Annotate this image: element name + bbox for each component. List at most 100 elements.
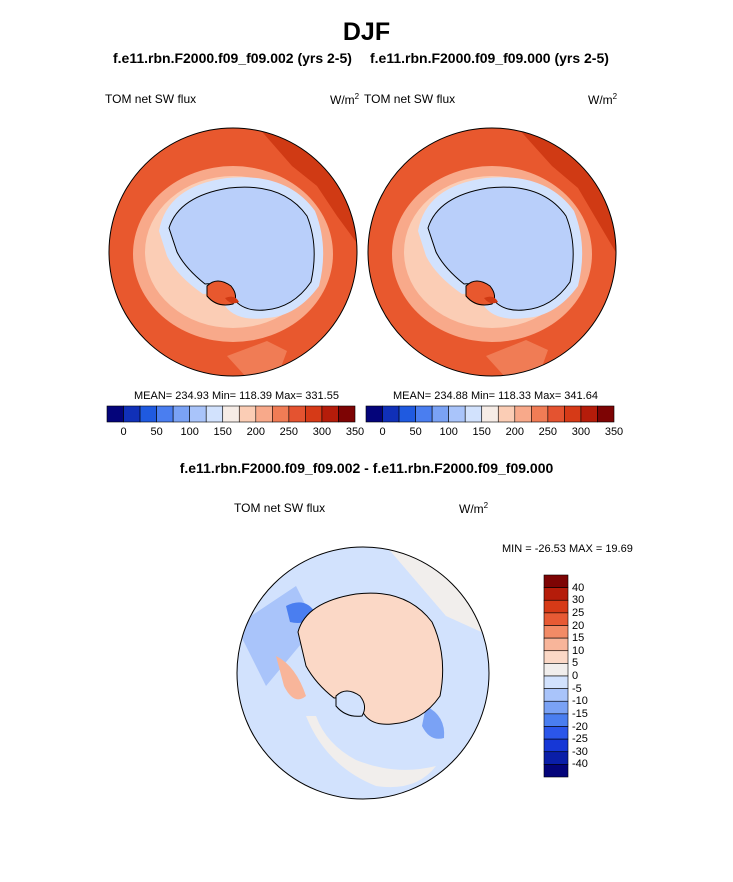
difference-colorbar-tick-label: 10 [572, 644, 585, 657]
antarctica-continent [168, 186, 315, 311]
panel-left-colorbar-swatch [338, 405, 356, 423]
panel-left-colorbar-ticks: 0 50 100 150 200 250 300 350 [107, 426, 364, 440]
panel-right-colorbar-tick-label: 300 [571, 426, 591, 438]
difference-colorbar-swatch [543, 663, 569, 677]
difference-colorbar [543, 574, 569, 778]
panel-right-colorbar-swatch [365, 405, 383, 423]
difference-colorbar-swatch [543, 650, 569, 664]
panel-right-colorbar-swatch [464, 405, 483, 423]
panel-right-colorbar-swatch [497, 405, 516, 423]
map-border [108, 127, 358, 377]
difference-colorbar-tick-label: 0 [572, 670, 579, 682]
difference-colorbar-swatch [543, 688, 569, 702]
map-border [367, 127, 617, 377]
difference-colorbar-tick-label: -10 [572, 695, 588, 708]
panel-left-colorbar-swatch [205, 405, 224, 423]
panel-left-colorbar-swatch [272, 405, 290, 423]
panel-left-colorbar-swatch [305, 405, 323, 423]
difference-title: f.e11.rbn.F2000.f09_f09.002 - f.e11.rbn.… [179, 460, 554, 476]
panel-right-colorbar-tick-label: 50 [409, 426, 422, 438]
difference-colorbar-tick-label: 25 [572, 606, 585, 619]
panel-left-colorbar-tick-label: 350 [345, 426, 365, 438]
panel-left-colorbar [106, 405, 356, 423]
panel-right-colorbar-swatch [415, 405, 433, 423]
difference-colorbar-tick-label: -25 [572, 733, 588, 746]
difference-colorbar-tick-label: 20 [572, 619, 585, 632]
cloud-band [227, 341, 287, 376]
ross-hotspot [225, 296, 239, 304]
difference-colorbar-tick-label: 15 [572, 632, 585, 645]
difference-colorbar-swatch [543, 764, 569, 778]
panel-right-colorbar-tick-label: 150 [472, 426, 491, 438]
panel-right-polar-map [367, 127, 617, 377]
panel-left-colorbar-tick-label: 150 [213, 426, 232, 438]
page-title: DJF [342, 18, 391, 46]
panel-right-colorbar-tick-label: 250 [538, 426, 558, 438]
difference-colorbar-swatch [543, 700, 569, 715]
ross-hotspot [484, 296, 498, 304]
panel-left-stats: MEAN= 234.93 Min= 118.39 Max= 331.55 [134, 390, 339, 402]
panel-right-colorbar-swatch [597, 405, 615, 423]
difference-variable-label: TOM net SW flux [234, 501, 326, 515]
difference-colorbar-swatch [543, 625, 569, 639]
panel-left-colorbar-tick-label: 0 [120, 426, 127, 438]
panel-left-colorbar-tick-label: 200 [246, 426, 265, 438]
difference-minmax: MIN = -26.53 MAX = 19.69 [502, 543, 633, 555]
panel-right-colorbar-swatch [531, 405, 549, 423]
panel-right-colorbar-swatch [382, 405, 400, 423]
ross-sea [335, 690, 366, 717]
panel-left-colorbar-swatch [123, 405, 141, 423]
panel-right-colorbar-swatch [448, 405, 466, 423]
panel-right-colorbar-swatch [514, 405, 532, 423]
panel-left-colorbar-swatch [139, 405, 157, 423]
panel-right-colorbar-swatch [564, 405, 582, 423]
panel-left-colorbar-swatch [189, 405, 207, 423]
difference-colorbar-tick-label: 5 [572, 657, 579, 670]
panel-right-units-label: W/m2 [588, 92, 618, 107]
difference-colorbar-swatch [543, 675, 569, 689]
panel-left-colorbar-swatch [255, 405, 273, 423]
panel-left-colorbar-swatch [288, 405, 306, 423]
cloud-band [486, 340, 548, 376]
difference-colorbar-tick-label: 40 [572, 581, 585, 594]
panel-left-run-title: f.e11.rbn.F2000.f09_f09.002 (yrs 2-5) [113, 50, 352, 66]
antarctica-continent [427, 186, 574, 311]
panel-left-colorbar-tick-label: 250 [279, 426, 299, 438]
difference-colorbar-tick-label: -40 [572, 758, 588, 771]
difference-colorbar-tick-label: -15 [572, 707, 588, 720]
panel-left-colorbar-swatch [106, 405, 124, 423]
difference-colorbar-swatch [543, 599, 569, 614]
difference-colorbar-swatch [543, 574, 569, 588]
difference-colorbar-swatch [543, 637, 569, 652]
panel-right-colorbar-tick-label: 0 [379, 426, 386, 438]
panel-right-colorbar-swatch [431, 405, 449, 423]
difference-colorbar-tick-label: 30 [572, 594, 585, 607]
panel-right-colorbar [365, 405, 615, 423]
panel-left-polar-map [108, 127, 358, 377]
diff-positive-patch [276, 656, 306, 700]
map-border [236, 546, 490, 800]
panel-left-colorbar-swatch [172, 405, 190, 423]
diff-negative-east [422, 706, 445, 739]
difference-colorbar-ticks: 40 30 25 20 15 10 5 0 -5 -10 -15 -20 -25 -30 -40 [572, 575, 612, 777]
panel-left-colorbar-swatch [156, 405, 174, 423]
panel-left-colorbar-swatch [321, 405, 339, 423]
difference-colorbar-tick-label: -30 [572, 745, 588, 758]
panel-right-variable-label: TOM net SW flux [364, 92, 456, 106]
panel-left-colorbar-swatch [222, 405, 240, 423]
panel-right-colorbar-tick-label: 100 [439, 426, 458, 438]
difference-colorbar-tick-label: -20 [572, 720, 588, 733]
difference-colorbar-swatch [543, 713, 569, 727]
panel-right-colorbar-ticks: 0 50 100 150 200 250 300 350 [366, 426, 623, 440]
difference-polar-map [236, 546, 490, 800]
difference-colorbar-swatch [543, 738, 569, 753]
panel-left-units-label: W/m2 [330, 92, 360, 107]
difference-colorbar-swatch [543, 587, 569, 601]
panel-left-colorbar-tick-label: 50 [150, 426, 163, 438]
panel-left-colorbar-tick-label: 100 [180, 426, 199, 438]
difference-colorbar-swatch [543, 751, 569, 765]
panel-right-colorbar-tick-label: 200 [505, 426, 524, 438]
panel-right-run-title: f.e11.rbn.F2000.f09_f09.000 (yrs 2-5) [370, 50, 609, 66]
difference-colorbar-swatch [543, 612, 569, 626]
panel-right-colorbar-tick-label: 350 [604, 426, 624, 438]
